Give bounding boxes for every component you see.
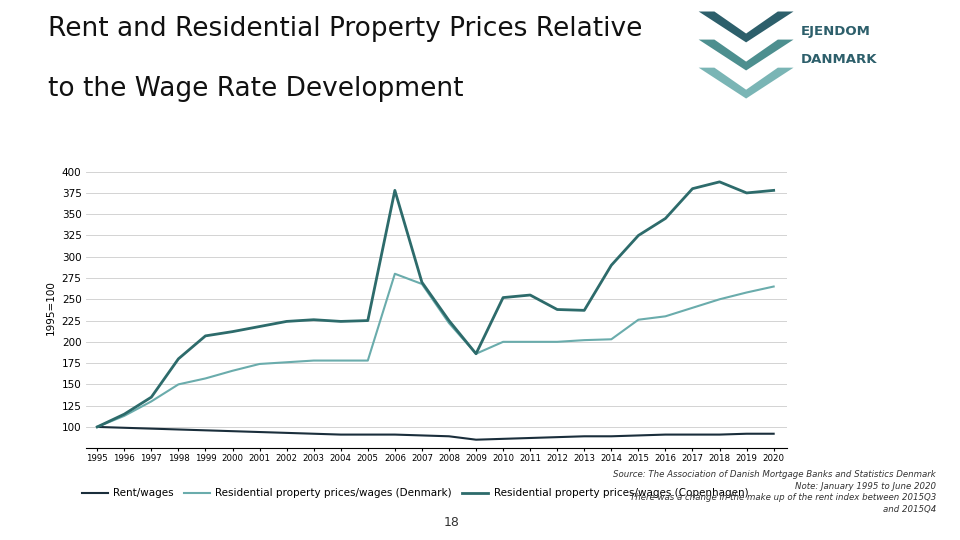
Y-axis label: 1995=100: 1995=100 (46, 280, 56, 335)
Text: EJENDOM: EJENDOM (801, 25, 871, 38)
Text: Rent and Residential Property Prices Relative: Rent and Residential Property Prices Rel… (48, 16, 642, 42)
Text: to the Wage Rate Development: to the Wage Rate Development (48, 76, 464, 102)
Text: Source: The Association of Danish Mortgage Banks and Statistics Denmark
Note: Ja: Source: The Association of Danish Mortga… (613, 470, 936, 514)
Polygon shape (699, 39, 794, 70)
Text: 18: 18 (444, 516, 459, 529)
Polygon shape (699, 11, 794, 42)
Text: DANMARK: DANMARK (801, 53, 877, 66)
Legend: Rent/wages, Residential property prices/wages (Denmark), Residential property pr: Rent/wages, Residential property prices/… (78, 484, 753, 503)
Polygon shape (699, 68, 794, 98)
